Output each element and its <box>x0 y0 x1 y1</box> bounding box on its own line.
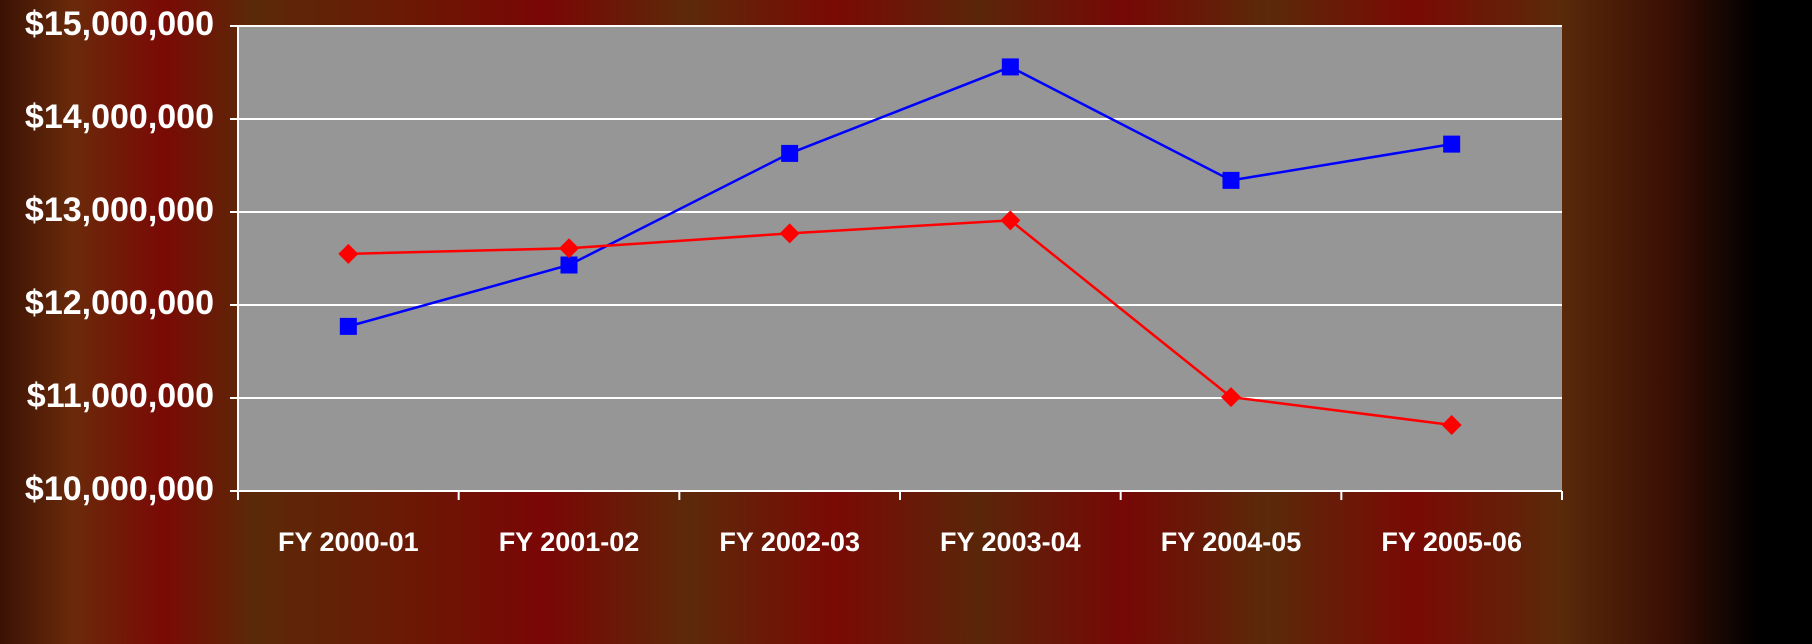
series-line <box>347 65 1452 328</box>
x-tick-label: FY 2004-05 <box>1161 527 1302 557</box>
marker <box>338 243 359 264</box>
marker <box>1222 171 1240 189</box>
marker <box>1001 58 1019 76</box>
y-tick-label: $10,000,000 <box>25 470 214 508</box>
marker <box>781 144 799 162</box>
marker <box>1443 135 1461 153</box>
marker <box>1441 414 1462 435</box>
marker <box>779 223 800 244</box>
series-line <box>348 219 1452 427</box>
x-tick-label: FY 2000-01 <box>278 527 419 557</box>
marker <box>1221 387 1241 408</box>
marker <box>1000 210 1021 231</box>
x-tick-label: FY 2003-04 <box>940 527 1081 557</box>
y-tick-label: $15,000,000 <box>25 5 214 43</box>
x-tick-label: FY 2005-06 <box>1381 527 1522 557</box>
y-tick-label: $12,000,000 <box>25 284 214 322</box>
y-tick-label: $14,000,000 <box>25 98 214 136</box>
plot-area <box>238 26 1562 491</box>
marker <box>560 256 578 274</box>
marker <box>559 238 579 259</box>
x-tick-label: FY 2001-02 <box>499 527 640 557</box>
y-tick-label: $11,000,000 <box>27 377 214 415</box>
marker <box>339 317 357 335</box>
x-tick-label: FY 2002-03 <box>719 527 860 557</box>
y-tick-label: $13,000,000 <box>25 191 214 229</box>
